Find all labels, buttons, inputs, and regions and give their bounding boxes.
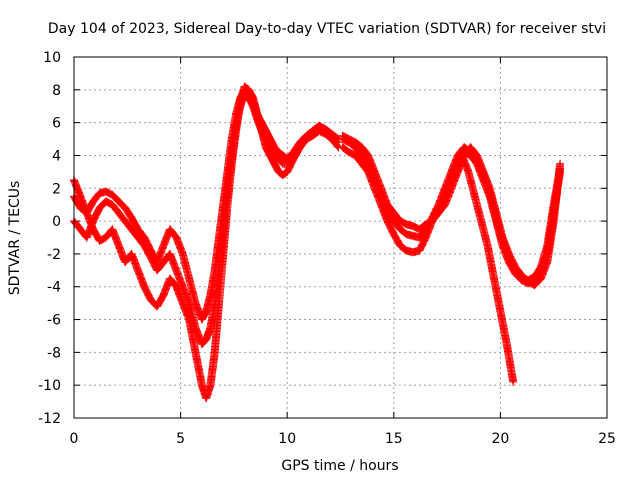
- axis-ticks: [73, 56, 608, 419]
- x-tick-label: 25: [598, 431, 616, 447]
- x-tick-label: 15: [385, 431, 403, 447]
- x-tick-label: 10: [278, 431, 296, 447]
- series-trace: [458, 151, 518, 386]
- y-tick-label: -8: [47, 345, 61, 361]
- grid-lines: [74, 57, 607, 418]
- y-tick-label: -6: [47, 313, 61, 329]
- chart-title: Day 104 of 2023, Sidereal Day-to-day VTE…: [48, 21, 606, 37]
- series-track-6: [338, 135, 565, 285]
- y-tick-label: 4: [52, 148, 61, 164]
- plot-frame: [73, 56, 608, 419]
- series-trace: [338, 135, 565, 285]
- data-marks: [70, 82, 565, 403]
- x-tick-label: 5: [176, 431, 185, 447]
- tick-labels: 0 5 10 15 20 25 -12 -10 -8 -6 -4 -2 0 2 4 6 8 10: [38, 50, 616, 447]
- y-tick-label: 6: [52, 116, 61, 132]
- y-tick-label: -10: [38, 378, 61, 394]
- y-tick-label: -4: [47, 280, 61, 296]
- x-tick-label: 20: [491, 431, 509, 447]
- y-axis-label: SDTVAR / TECUs: [7, 181, 23, 296]
- y-tick-label: -12: [38, 411, 61, 427]
- y-tick-label: 2: [52, 181, 61, 197]
- series-track-7: [458, 151, 518, 386]
- y-tick-label: 8: [52, 83, 61, 99]
- series-track-1: [70, 82, 343, 403]
- y-tick-label: 10: [43, 50, 61, 66]
- y-tick-label: 0: [52, 214, 61, 230]
- x-axis-label: GPS time / hours: [281, 458, 398, 474]
- x-tick-label: 0: [70, 431, 79, 447]
- series-trace: [70, 82, 343, 403]
- y-tick-label: -2: [47, 247, 61, 263]
